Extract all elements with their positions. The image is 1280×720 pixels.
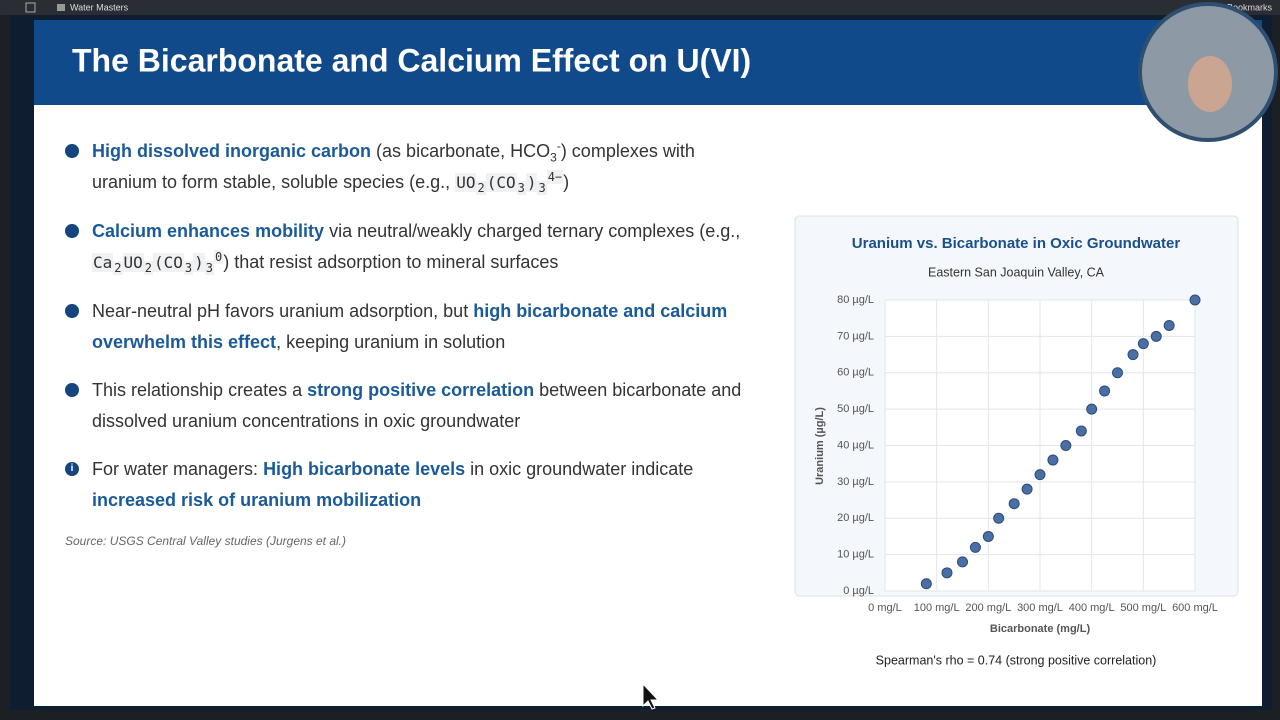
chart-title: Uranium vs. Bicarbonate in Oxic Groundwa… xyxy=(852,235,1181,252)
bullet-dot xyxy=(65,144,79,158)
text-run: High dissolved inorganic carbon xyxy=(92,141,372,161)
text-run: For water managers: xyxy=(92,459,264,479)
scatter-point xyxy=(1021,483,1033,495)
text-run: Near-neutral pH favors uranium adsorptio… xyxy=(92,301,474,321)
source-note: Source: USGS Central Valley studies (Jur… xyxy=(65,534,347,548)
text-run: 2 xyxy=(143,261,153,276)
x-tick-label: 100 mg/L xyxy=(914,602,960,614)
bookmarks-label[interactable]: Bookmarks xyxy=(1227,2,1273,12)
text-run: 2 xyxy=(476,181,486,196)
browser-bar xyxy=(0,0,1280,15)
scatter-point xyxy=(1163,319,1175,331)
x-tick-label: 600 mg/L xyxy=(1172,602,1218,614)
bullet-text: For water managers: High bicarbonate lev… xyxy=(92,454,752,515)
bullet-text: This relationship creates a strong posit… xyxy=(92,375,752,436)
text-run: (CO xyxy=(485,172,517,192)
text-run: 3 xyxy=(516,181,526,196)
text-run: increased risk of uranium mobilization xyxy=(92,489,422,510)
scatter-point xyxy=(1150,330,1162,342)
scatter-point xyxy=(920,578,932,590)
text-run: ) xyxy=(525,172,538,192)
text-run: via neutral/weakly charged ternary compl… xyxy=(324,221,741,241)
text-run: 3 xyxy=(183,261,194,276)
scatter-point xyxy=(1060,440,1072,451)
scatter-point xyxy=(969,541,981,553)
scatter-point xyxy=(1047,454,1059,466)
text-run: 3 xyxy=(204,261,215,276)
x-tick-label: 0 mg/L xyxy=(868,602,902,614)
text-run: UO xyxy=(122,252,144,272)
mouse-cursor xyxy=(642,682,660,710)
scatter-point xyxy=(1075,425,1087,437)
text-run: Ca xyxy=(92,252,114,272)
y-axis-label: Uranium (µg/L) xyxy=(814,407,826,485)
text-run: high bicarbonate and calcium overwhelm t… xyxy=(92,301,728,352)
bullet-text: Near-neutral pH favors uranium adsorptio… xyxy=(92,296,752,357)
folder-icon xyxy=(57,4,65,11)
text-run: ) xyxy=(563,171,570,192)
slide-title: The Bicarbonate and Calcium Effect on U(… xyxy=(72,42,751,78)
bookmark-tab[interactable]: Water Masters xyxy=(70,2,129,12)
webcam-person xyxy=(1188,56,1232,112)
bullet-dot xyxy=(65,224,79,238)
text-run: in oxic groundwater indicate xyxy=(465,459,694,479)
chart-annotation: Spearman's rho = 0.74 (strong positive c… xyxy=(876,653,1157,667)
text-run: ) that resist adsorption to mineral surf… xyxy=(223,251,559,272)
text-run: 2 xyxy=(113,261,123,276)
scatter-point xyxy=(1099,385,1111,397)
scatter-point xyxy=(993,512,1005,524)
text-run: Calcium enhances mobility xyxy=(92,221,325,241)
y-tick-label: 40 µg/L xyxy=(837,439,874,451)
x-tick-label: 200 mg/L xyxy=(965,602,1011,614)
text-run: 4− xyxy=(546,169,564,184)
y-tick-label: 50 µg/L xyxy=(837,403,874,415)
scatter-point xyxy=(1137,338,1149,350)
y-tick-label: 70 µg/L xyxy=(837,330,874,342)
text-run: between bicarbonate and dissolved uraniu… xyxy=(92,380,742,431)
text-run: ) xyxy=(193,252,205,272)
scatter-point xyxy=(982,530,994,542)
x-tick-label: 500 mg/L xyxy=(1120,602,1166,614)
info-icon: i xyxy=(65,462,79,476)
text-run: UO xyxy=(455,172,477,192)
scatter-point xyxy=(1112,367,1123,379)
bullet-dot xyxy=(65,304,79,318)
bullet-text: High dissolved inorganic carbon (as bica… xyxy=(92,136,752,198)
scatter-point xyxy=(1034,469,1046,481)
apps-icon[interactable] xyxy=(25,2,36,13)
text-run: 0 xyxy=(214,249,224,264)
text-run: 3 xyxy=(550,150,557,165)
y-tick-label: 20 µg/L xyxy=(837,512,874,524)
scatter-point xyxy=(941,567,953,579)
x-tick-label: 400 mg/L xyxy=(1069,602,1115,614)
text-run: - xyxy=(556,139,561,153)
text-run: (as bicarbonate, HCO xyxy=(371,141,551,161)
text-run: This relationship creates a xyxy=(92,380,308,400)
text-run: 3 xyxy=(537,181,547,196)
text-run: ) complexes with uranium to form stable,… xyxy=(92,141,695,192)
text-run: , keeping uranium in solution xyxy=(276,331,506,352)
x-axis-label: Bicarbonate (mg/L) xyxy=(990,623,1091,635)
y-tick-label: 80 µg/L xyxy=(837,294,874,306)
y-tick-label: 60 µg/L xyxy=(837,367,874,379)
bullet-dot xyxy=(65,383,79,397)
bullet-text: Calcium enhances mobility via neutral/we… xyxy=(92,216,752,278)
text-run: High bicarbonate levels xyxy=(263,459,466,479)
y-tick-label: 10 µg/L xyxy=(837,549,874,561)
y-tick-label: 30 µg/L xyxy=(837,476,874,488)
text-run: strong positive correlation xyxy=(307,380,535,400)
chart-subtitle: Eastern San Joaquin Valley, CA xyxy=(928,265,1105,279)
text-run: (CO xyxy=(153,252,184,272)
y-tick-label: 0 µg/L xyxy=(843,585,874,597)
scatter-point xyxy=(1008,498,1020,510)
scatter-point xyxy=(1127,349,1139,361)
scatter-point xyxy=(1189,294,1201,306)
x-tick-label: 300 mg/L xyxy=(1017,602,1063,614)
scatter-point xyxy=(1086,403,1098,415)
scatter-point xyxy=(957,556,968,568)
slide-header xyxy=(34,20,1262,105)
